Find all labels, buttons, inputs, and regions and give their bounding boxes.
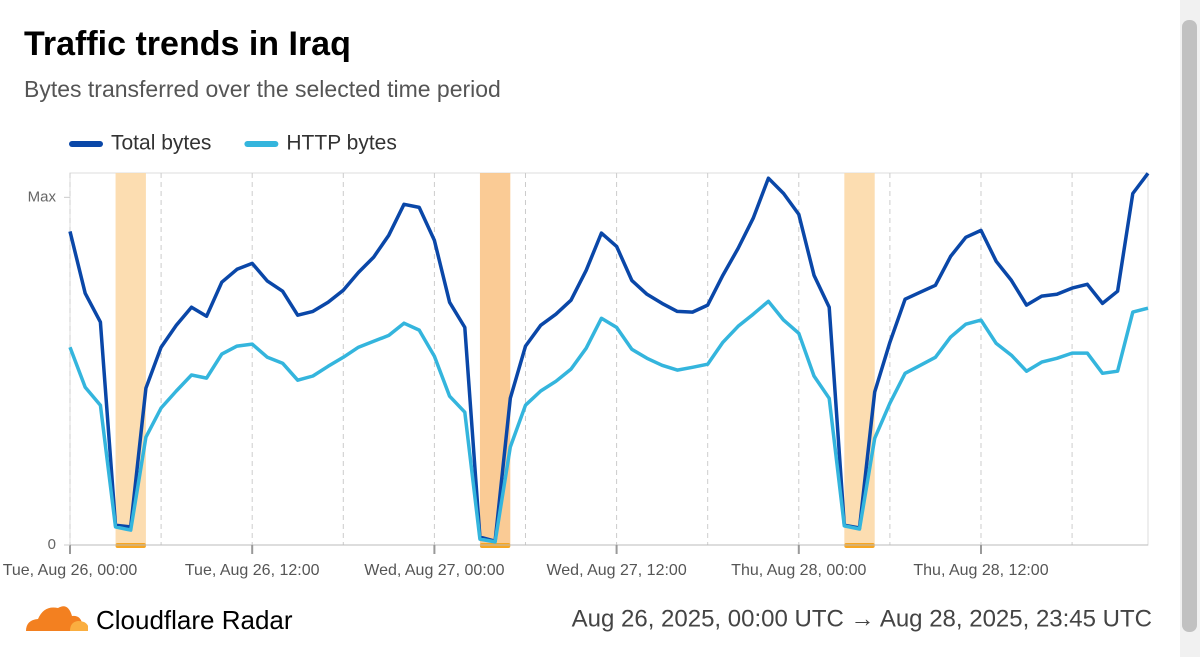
y-tick-label: Max	[28, 188, 57, 205]
scrollbar-thumb[interactable]	[1182, 20, 1197, 632]
outage-band	[844, 173, 875, 545]
y-tick-label: 0	[48, 536, 56, 553]
chart-title: Traffic trends in Iraq	[24, 25, 351, 63]
x-tick-label: Tue, Aug 26, 00:00	[3, 562, 138, 579]
date-range: Aug 26, 2025, 00:00 UTC → Aug 28, 2025, …	[572, 605, 1152, 632]
legend-label: Total bytes	[111, 132, 211, 155]
x-tick-label: Wed, Aug 27, 00:00	[364, 562, 504, 579]
outage-band	[479, 173, 511, 545]
x-tick-label: Thu, Aug 28, 12:00	[913, 562, 1048, 579]
x-tick-label: Wed, Aug 27, 12:00	[546, 562, 686, 579]
x-tick-label: Thu, Aug 28, 00:00	[731, 562, 866, 579]
logo	[26, 606, 88, 631]
brand: Cloudflare Radar	[96, 605, 293, 635]
series-line	[68, 299, 1149, 544]
chart-subtitle: Bytes transferred over the selected time…	[24, 76, 501, 102]
outage-band	[115, 173, 146, 545]
legend-label: HTTP bytes	[286, 132, 396, 155]
x-tick-label: Tue, Aug 26, 12:00	[185, 562, 320, 579]
plot-frame	[69, 172, 1149, 546]
series-line	[68, 172, 1150, 543]
